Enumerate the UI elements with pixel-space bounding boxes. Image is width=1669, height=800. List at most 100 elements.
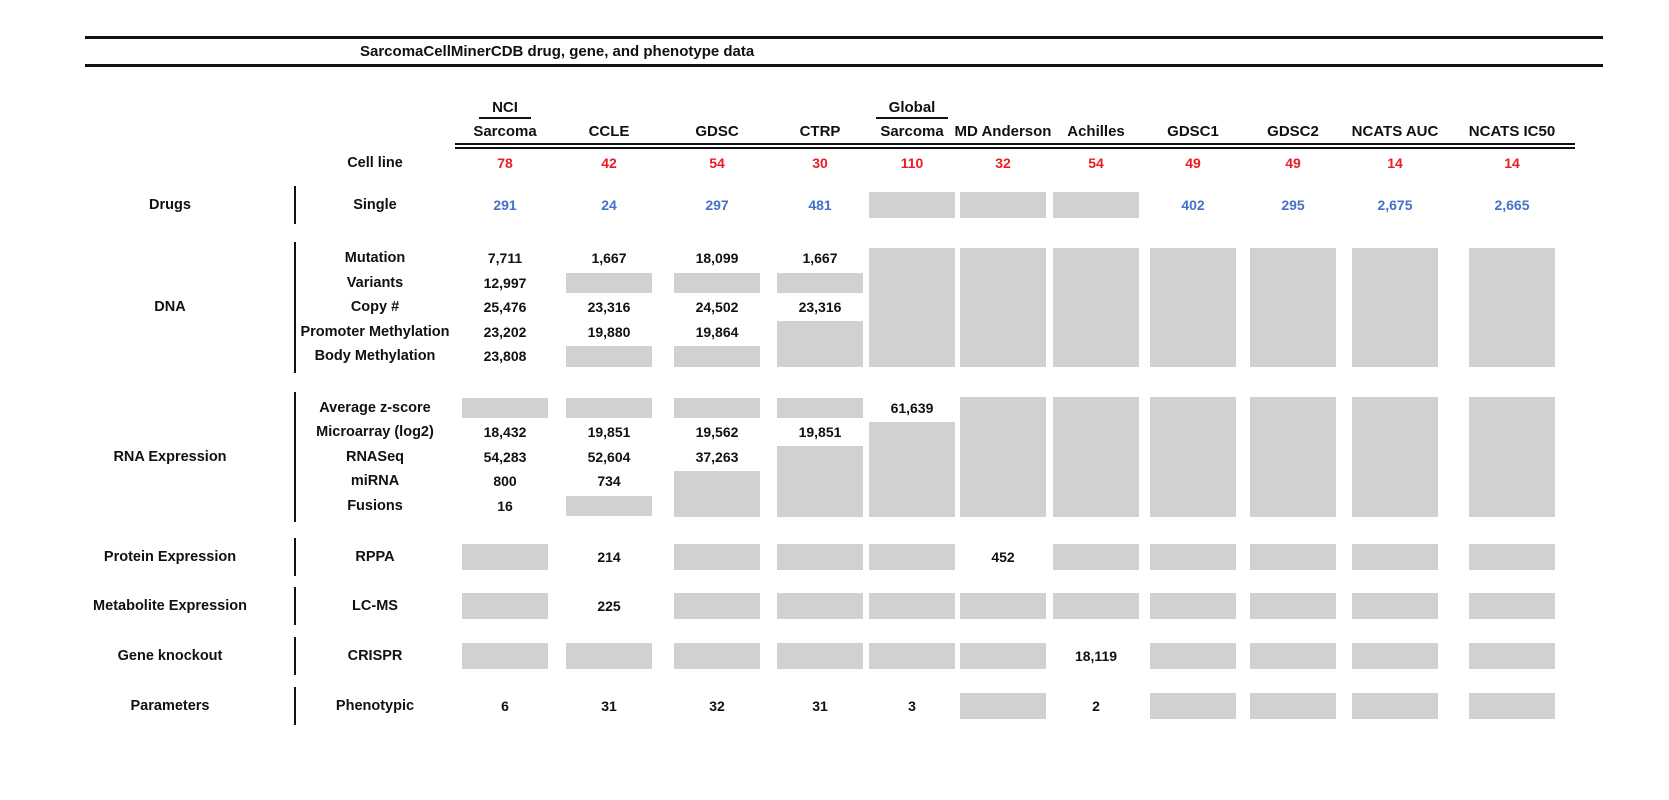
column-header-top-nci: NCI (455, 95, 555, 119)
missing-data-box (869, 247, 955, 367)
data-cell (1051, 190, 1141, 220)
missing-data-box (869, 421, 955, 517)
data-cell (1449, 591, 1575, 621)
data-cell (955, 591, 1051, 621)
data-cell (771, 641, 869, 671)
data-cell (1245, 641, 1341, 671)
data-cell (1141, 591, 1245, 621)
missing-data-box (674, 544, 760, 570)
missing-data-box (1469, 643, 1555, 669)
column-header-ctrp: CTRP (799, 123, 841, 140)
row-label: CRISPR (347, 648, 403, 664)
row-label: Variants (346, 274, 404, 291)
data-cell (955, 190, 1051, 220)
data-cell-value: 24,502 (695, 299, 739, 316)
data-cell (955, 246, 1051, 369)
data-cell (1449, 691, 1575, 721)
data-cell (555, 271, 663, 296)
data-cell-value: 3 (908, 698, 916, 714)
column-header-top-global: Global (869, 95, 955, 119)
data-cell (455, 641, 555, 671)
column-header-achilles: Achilles (1067, 123, 1125, 140)
data-cell (1141, 542, 1245, 572)
missing-data-box (1250, 593, 1336, 619)
row-label: miRNA (350, 473, 400, 490)
data-cell (1341, 691, 1449, 721)
missing-data-box (960, 192, 1046, 218)
data-cell-value: 31 (812, 698, 828, 714)
category-divider-bar (294, 687, 296, 725)
row-label: Average z-score (319, 399, 431, 416)
missing-data-box (960, 593, 1046, 619)
data-cell-value: 1,667 (591, 250, 627, 267)
cell-line-count: 14 (1387, 155, 1403, 171)
data-cell (663, 542, 771, 572)
data-cell (455, 396, 555, 421)
category-divider-bar (294, 637, 296, 675)
column-header-ncats-ic50: NCATS IC50 (1468, 123, 1556, 140)
missing-data-box (566, 346, 652, 367)
missing-data-box (674, 272, 760, 293)
column-header-gdsc2: GDSC2 (1267, 123, 1319, 140)
data-cell-value: 452 (991, 549, 1015, 565)
data-cell-value: 6 (501, 698, 509, 714)
section-drugs: Drugs Single 291 24 297 481 402 295 2,675 2,665 (45, 186, 1669, 224)
data-cell-value: 23,316 (798, 299, 842, 316)
category-label: Protein Expression (103, 549, 237, 565)
data-cell-value: 18,119 (1074, 648, 1118, 664)
category-label: Parameters (130, 698, 210, 714)
cell-line-count: 42 (601, 155, 617, 171)
row-label: RNASeq (345, 448, 404, 465)
cell-line-count: 54 (1088, 155, 1104, 171)
data-cell (663, 591, 771, 621)
missing-data-box (674, 593, 760, 619)
data-cell-value: 19,864 (695, 323, 739, 340)
data-cell (1141, 691, 1245, 721)
missing-data-box (777, 321, 863, 367)
data-cell (1245, 691, 1341, 721)
section-parameters: Parameters Phenotypic 6 31 32 31 3 2 (45, 687, 1669, 725)
data-cell (1341, 246, 1449, 369)
missing-data-box (869, 643, 955, 669)
category-label: Metabolite Expression (93, 598, 247, 614)
category-divider-bar (294, 538, 296, 576)
missing-data-box (777, 643, 863, 669)
missing-data-box (462, 643, 548, 669)
missing-data-box (674, 346, 760, 367)
row-label: Copy # (350, 299, 400, 316)
category-label: DNA (154, 299, 186, 316)
missing-data-box (1469, 693, 1555, 719)
missing-data-box (1250, 247, 1336, 367)
missing-data-box (777, 593, 863, 619)
cell-line-count: 54 (709, 155, 725, 171)
data-cell (771, 271, 869, 296)
data-cell (1341, 591, 1449, 621)
missing-data-box (1053, 247, 1139, 367)
data-cell-value: 402 (1181, 197, 1205, 213)
missing-data-box (462, 397, 548, 418)
row-label: LC-MS (352, 598, 398, 614)
data-cell-value: 1,667 (802, 250, 838, 267)
missing-data-box (960, 397, 1046, 517)
cell-line-count: 30 (812, 155, 828, 171)
section-rna-expression: RNA Expression Average z-score 61,639 Micro… (45, 391, 1669, 522)
data-cell (869, 641, 955, 671)
data-cell-value: 18,432 (483, 424, 527, 441)
missing-data-box (777, 397, 863, 418)
data-cell-value: 19,880 (587, 323, 631, 340)
data-cell-value: 61,639 (890, 399, 934, 416)
column-header-ccle: CCLE (588, 123, 630, 140)
data-cell (663, 271, 771, 296)
missing-data-box (1469, 593, 1555, 619)
data-cell-value: 25,476 (483, 299, 527, 316)
data-cell (1245, 246, 1341, 369)
table-body: Drugs Single 291 24 297 481 402 295 2,675 2,665 DN… (0, 186, 1669, 725)
data-cell (555, 494, 663, 519)
data-cell-value: 291 (493, 197, 517, 213)
column-header-gdsc: GDSC (695, 123, 739, 140)
data-cell-value: 295 (1281, 197, 1305, 213)
data-cell-value: 19,562 (695, 424, 739, 441)
missing-data-box (960, 247, 1046, 367)
cell-line-count: 14 (1504, 155, 1520, 171)
